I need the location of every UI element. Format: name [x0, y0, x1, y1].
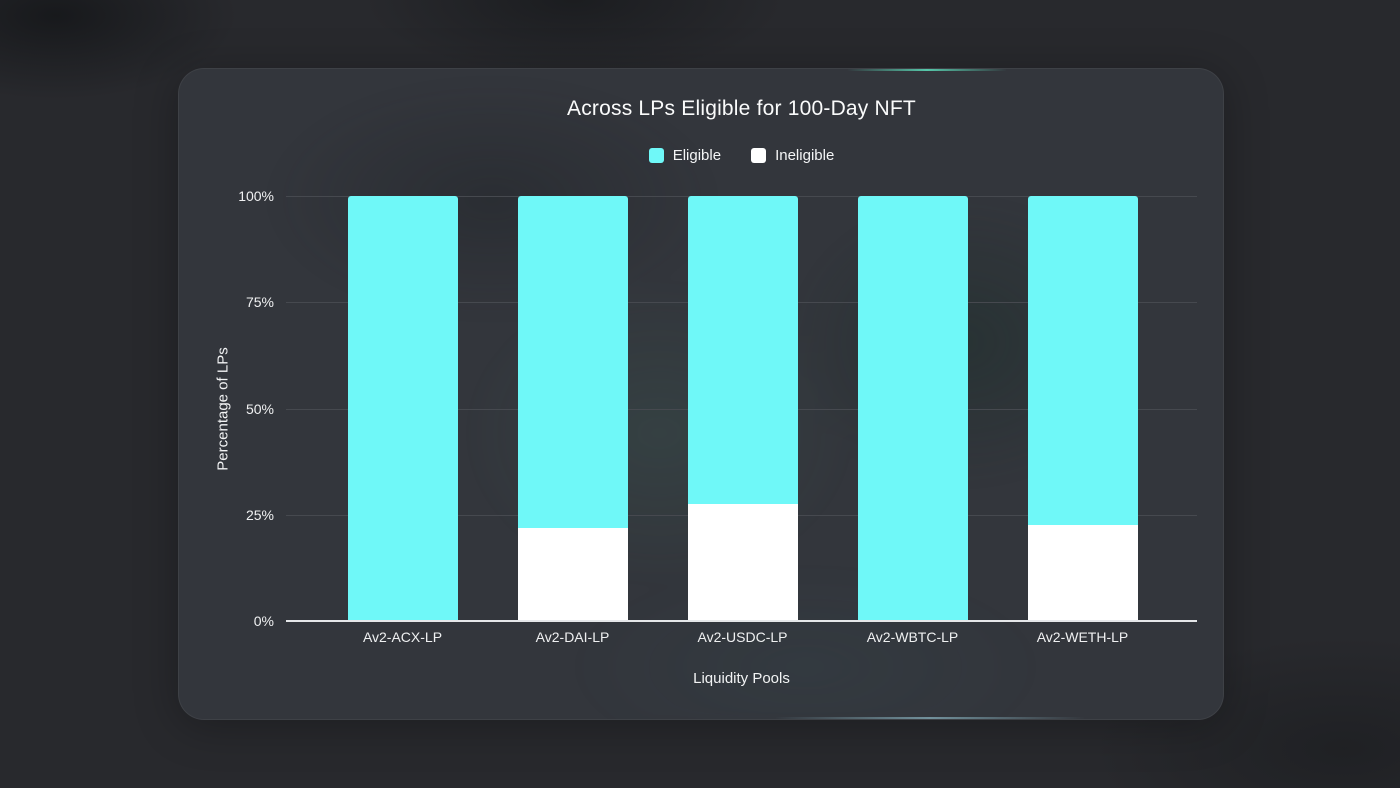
y-tick-label-0: 0%: [253, 613, 274, 629]
chart-card: Across LPs Eligible for 100-Day NFT Elig…: [178, 68, 1224, 720]
card-top-accent-line: [847, 69, 1007, 71]
y-axis-tick-labels: 0% 25% 50% 75% 100%: [179, 188, 274, 629]
bar-segment-eligible-Av2-DAI-LP: [517, 196, 628, 528]
x-tick-label-Av2-USDC-LP: Av2-USDC-LP: [697, 629, 788, 645]
bar-Av2-WETH-LP: [1027, 196, 1138, 621]
x-axis-title: Liquidity Pools: [693, 670, 790, 687]
y-tick-label-75: 75%: [245, 294, 274, 311]
card-bottom-accent-line: [775, 717, 1085, 719]
bar-segment-eligible-Av2-ACX-LP: [347, 196, 458, 621]
bar-Av2-DAI-LP: [517, 196, 628, 621]
x-tick-label-Av2-DAI-LP: Av2-DAI-LP: [535, 629, 610, 645]
x-axis-baseline: [286, 620, 1197, 622]
legend-item-ineligible: Ineligible: [751, 147, 834, 164]
bar-segment-eligible-Av2-WETH-LP: [1027, 196, 1138, 526]
bar-Av2-USDC-LP: [687, 196, 798, 621]
bar-segment-ineligible-Av2-USDC-LP: [687, 504, 798, 621]
y-tick-label-100: 100%: [238, 188, 274, 204]
plot-area: Av2-ACX-LP Av2-DAI-LP Av2-USDC-LP Av2-WBTC-…: [286, 196, 1197, 645]
legend-label-ineligible: Ineligible: [775, 147, 835, 164]
bar-Av2-WBTC-LP: [857, 196, 968, 621]
bar-segment-eligible-Av2-WBTC-LP: [857, 196, 968, 621]
bar-segment-ineligible-Av2-DAI-LP: [517, 527, 628, 621]
y-tick-label-25: 25%: [245, 506, 274, 523]
legend-label-eligible: Eligible: [672, 147, 722, 164]
chart-title: Across LPs Eligible for 100-Day NFT: [567, 97, 916, 120]
legend-swatch-eligible: [648, 148, 664, 163]
legend-swatch-ineligible: [751, 148, 767, 163]
bar-segment-eligible-Av2-USDC-LP: [687, 196, 798, 505]
x-tick-label-Av2-WBTC-LP: Av2-WBTC-LP: [866, 629, 959, 645]
bar-segment-ineligible-Av2-WETH-LP: [1027, 525, 1138, 621]
y-tick-label-50: 50%: [245, 400, 274, 417]
x-tick-label-Av2-ACX-LP: Av2-ACX-LP: [362, 629, 443, 645]
chart-legend: Eligible Ineligible: [286, 147, 1197, 164]
bar-Av2-ACX-LP: [347, 196, 458, 621]
legend-item-eligible: Eligible: [648, 147, 722, 164]
x-tick-label-Av2-WETH-LP: Av2-WETH-LP: [1036, 629, 1129, 645]
